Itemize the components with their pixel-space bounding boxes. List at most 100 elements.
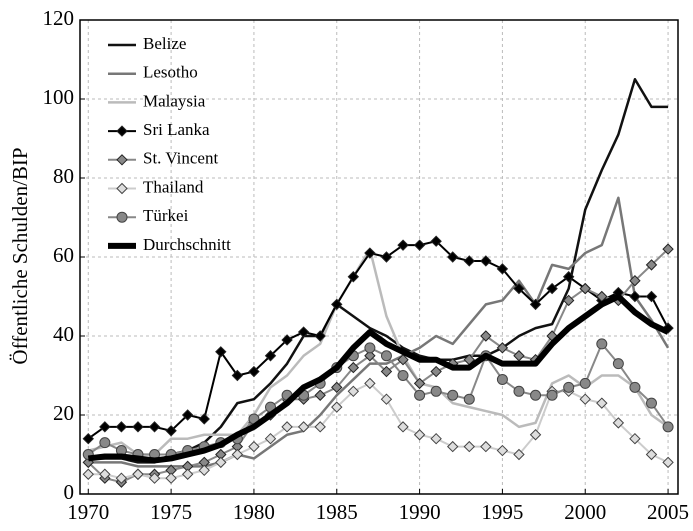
legend-label: St. Vincent <box>143 149 218 168</box>
x-tick-label: 1980 <box>233 500 275 524</box>
marker <box>314 421 326 433</box>
marker <box>645 290 658 303</box>
marker <box>165 425 177 437</box>
x-tick-label: 2005 <box>647 500 689 524</box>
marker <box>662 243 674 255</box>
marker <box>397 353 409 366</box>
marker <box>645 397 657 409</box>
marker <box>430 385 442 397</box>
marker <box>513 282 525 295</box>
marker <box>629 432 641 445</box>
y-tick-label: 100 <box>43 85 75 109</box>
legend-marker <box>116 125 128 137</box>
marker <box>530 389 542 401</box>
legend-label: Durchschnitt <box>143 235 231 254</box>
marker <box>480 330 492 342</box>
marker <box>198 413 210 425</box>
marker <box>645 448 658 461</box>
marker <box>414 389 426 401</box>
marker <box>198 464 210 477</box>
y-axis-label: Öffentliche Schulden/BIP <box>8 147 32 364</box>
marker <box>447 389 459 401</box>
y-tick-label: 20 <box>53 401 74 425</box>
marker <box>629 381 641 393</box>
marker <box>397 421 409 433</box>
x-tick-label: 1985 <box>316 500 358 524</box>
marker <box>380 393 393 405</box>
marker <box>264 350 277 362</box>
marker <box>579 377 591 389</box>
marker <box>662 421 674 433</box>
legend-label: Türkei <box>143 206 189 225</box>
marker <box>579 393 591 405</box>
marker <box>562 294 575 307</box>
marker <box>430 235 442 247</box>
x-tick-label: 1990 <box>399 500 441 524</box>
y-tick-label: 60 <box>53 243 74 267</box>
marker <box>612 417 625 429</box>
legend-label: Malaysia <box>143 91 206 110</box>
marker <box>148 472 161 484</box>
y-tick-label: 0 <box>64 480 75 504</box>
marker <box>165 472 177 484</box>
marker <box>181 409 194 421</box>
marker <box>364 377 376 390</box>
marker <box>529 298 542 311</box>
legend-label: Lesotho <box>143 63 198 82</box>
marker <box>480 255 492 267</box>
marker <box>447 251 459 263</box>
marker <box>264 432 277 445</box>
marker <box>314 330 326 342</box>
marker <box>629 274 641 287</box>
marker <box>529 429 542 441</box>
legend-label: Belize <box>143 34 186 53</box>
line <box>87 247 669 456</box>
marker <box>629 290 641 303</box>
marker <box>231 448 244 461</box>
marker <box>132 468 144 480</box>
line <box>87 293 670 464</box>
marker <box>115 472 128 484</box>
marker <box>579 282 591 295</box>
marker <box>463 440 475 453</box>
marker <box>413 239 426 251</box>
marker <box>248 365 260 378</box>
marker <box>596 397 608 409</box>
marker <box>82 432 94 445</box>
marker <box>364 342 376 354</box>
x-tick-label: 1970 <box>67 500 109 524</box>
marker <box>331 381 343 394</box>
marker <box>430 432 442 445</box>
x-tick-label: 1995 <box>481 500 523 524</box>
marker <box>496 342 509 354</box>
marker <box>297 326 310 338</box>
x-tick-label: 2000 <box>564 500 606 524</box>
marker <box>596 338 608 350</box>
marker <box>612 358 624 370</box>
marker <box>513 385 525 397</box>
plot-frame <box>79 19 679 495</box>
y-tick-label: 80 <box>53 164 74 188</box>
marker <box>397 239 409 251</box>
marker <box>546 389 558 401</box>
legend-marker <box>116 182 128 195</box>
x-tick-label: 1975 <box>150 500 192 524</box>
marker <box>563 381 575 393</box>
marker <box>364 350 376 362</box>
marker <box>380 365 393 378</box>
marker <box>347 361 360 374</box>
marker <box>413 377 426 390</box>
legend-marker <box>116 154 128 166</box>
marker <box>281 334 293 346</box>
marker <box>248 440 260 453</box>
marker <box>430 365 442 378</box>
marker <box>662 456 674 469</box>
marker <box>496 444 509 457</box>
legend-marker <box>116 211 128 223</box>
marker <box>215 456 227 469</box>
marker <box>645 259 658 271</box>
marker <box>397 370 409 381</box>
marker <box>364 247 376 259</box>
